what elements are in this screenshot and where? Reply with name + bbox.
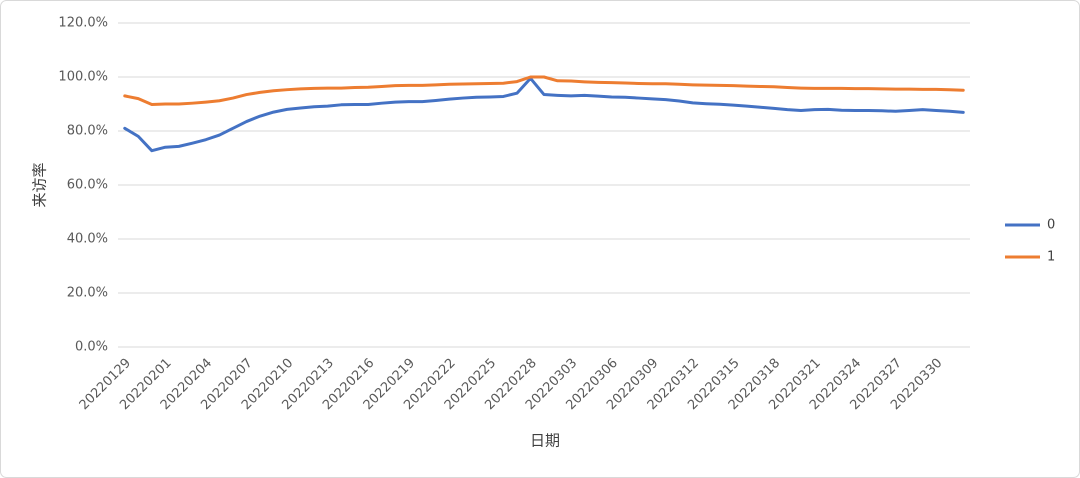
legend-label: 0 — [1047, 218, 1055, 233]
x-axis-title: 日期 — [530, 432, 560, 450]
y-tick-label: 100.0% — [58, 70, 108, 85]
y-tick-label: 80.0% — [67, 124, 108, 139]
line-series — [123, 76, 965, 153]
y-tick-label: 40.0% — [67, 232, 108, 247]
line-series — [123, 75, 965, 107]
y-tick-label: 20.0% — [67, 286, 108, 301]
y-axis-title: 来访率 — [31, 162, 49, 207]
y-tick-label: 0.0% — [75, 340, 108, 355]
legend-label: 1 — [1047, 250, 1055, 265]
y-tick-label: 60.0% — [67, 178, 108, 193]
y-tick-label: 120.0% — [58, 16, 108, 31]
